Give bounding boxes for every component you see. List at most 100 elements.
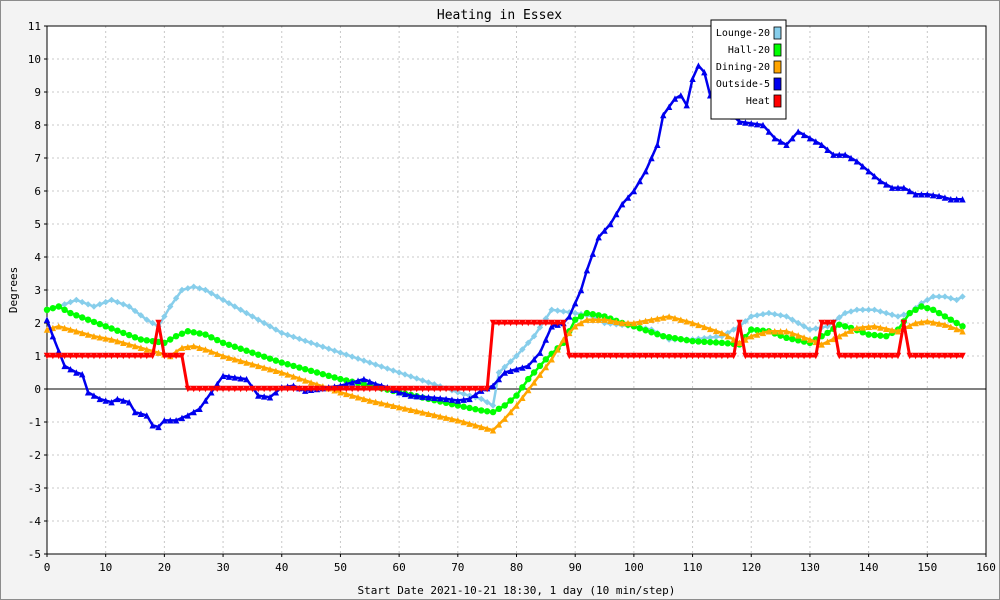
data-point: [360, 385, 368, 393]
data-point: [460, 385, 467, 393]
data-point: [255, 392, 262, 399]
data-point: [660, 352, 667, 360]
data-point: [841, 151, 849, 158]
y-tick-label: -5: [28, 548, 41, 561]
data-point: [413, 407, 420, 415]
legend-entry-label: Lounge-20: [716, 28, 770, 39]
data-point: [225, 385, 233, 393]
data-point: [695, 321, 702, 329]
data-point: [284, 385, 291, 393]
data-point: [178, 414, 186, 422]
data-point: [73, 369, 80, 376]
data-point: [219, 372, 227, 379]
data-point: [208, 348, 215, 355]
data-point: [61, 352, 68, 360]
data-point: [472, 385, 479, 393]
data-point: [114, 327, 121, 334]
data-point: [918, 191, 925, 198]
data-point: [84, 331, 92, 338]
data-point: [683, 318, 690, 325]
data-point: [237, 375, 244, 382]
data-point: [249, 313, 256, 320]
data-point: [935, 192, 943, 200]
data-point: [290, 333, 297, 341]
legend-swatch: [773, 60, 782, 74]
data-point: [841, 352, 849, 360]
data-point: [61, 301, 68, 308]
data-point: [495, 319, 503, 327]
data-point: [677, 352, 685, 360]
data-point: [231, 385, 238, 393]
data-point: [795, 352, 802, 360]
data-point: [847, 154, 855, 162]
data-point: [894, 184, 902, 191]
x-tick-label: 90: [569, 561, 582, 574]
data-point: [79, 329, 86, 337]
data-point: [360, 395, 368, 403]
data-point: [530, 379, 538, 386]
data-point: [219, 352, 227, 360]
data-point: [871, 352, 878, 360]
data-point: [736, 319, 743, 327]
legend-swatch: [773, 94, 782, 108]
data-point: [900, 319, 908, 327]
series-hall-20: [43, 303, 966, 416]
data-point: [384, 385, 391, 393]
data-point: [343, 351, 350, 358]
data-point: [789, 135, 796, 142]
data-point: [143, 352, 150, 360]
data-point: [865, 323, 872, 331]
data-point: [730, 352, 737, 360]
data-point: [337, 375, 344, 383]
y-axis-label: Degrees: [7, 267, 20, 313]
data-point: [701, 338, 708, 346]
data-point: [912, 191, 919, 198]
data-point: [783, 141, 790, 148]
data-point: [272, 326, 280, 333]
data-point: [718, 329, 726, 337]
data-point: [296, 364, 303, 371]
data-point: [830, 319, 837, 327]
data-point: [167, 417, 174, 424]
data-point: [636, 325, 643, 332]
data-point: [96, 301, 104, 308]
data-point: [307, 339, 315, 346]
data-point: [753, 312, 761, 319]
data-point: [595, 234, 602, 241]
data-point: [437, 413, 444, 420]
data-point: [437, 395, 444, 402]
data-point: [260, 353, 268, 360]
data-point: [724, 352, 731, 360]
data-point: [795, 332, 802, 339]
data-point: [395, 403, 403, 411]
data-point: [847, 327, 855, 334]
data-point: [43, 326, 51, 333]
data-point: [712, 327, 720, 335]
data-point: [836, 333, 843, 340]
data-point: [278, 359, 285, 366]
data-point: [877, 177, 884, 185]
data-point: [947, 295, 954, 302]
y-tick-label: 3: [34, 284, 41, 297]
data-point: [143, 412, 150, 419]
data-point: [830, 151, 837, 158]
y-tick-label: -1: [28, 416, 41, 429]
data-point: [272, 357, 280, 364]
data-point: [836, 314, 843, 321]
data-point: [49, 333, 57, 340]
data-point: [765, 328, 773, 335]
data-point: [519, 319, 526, 327]
data-point: [630, 352, 638, 360]
data-point: [888, 184, 896, 191]
data-point: [190, 385, 197, 393]
data-point: [395, 389, 403, 396]
data-point: [407, 392, 415, 399]
data-point: [519, 394, 526, 401]
data-point: [783, 313, 790, 320]
data-point: [266, 385, 274, 393]
data-point: [906, 187, 913, 195]
data-point: [102, 397, 109, 404]
data-point: [284, 361, 291, 368]
data-point: [636, 177, 643, 185]
data-point: [466, 404, 473, 412]
